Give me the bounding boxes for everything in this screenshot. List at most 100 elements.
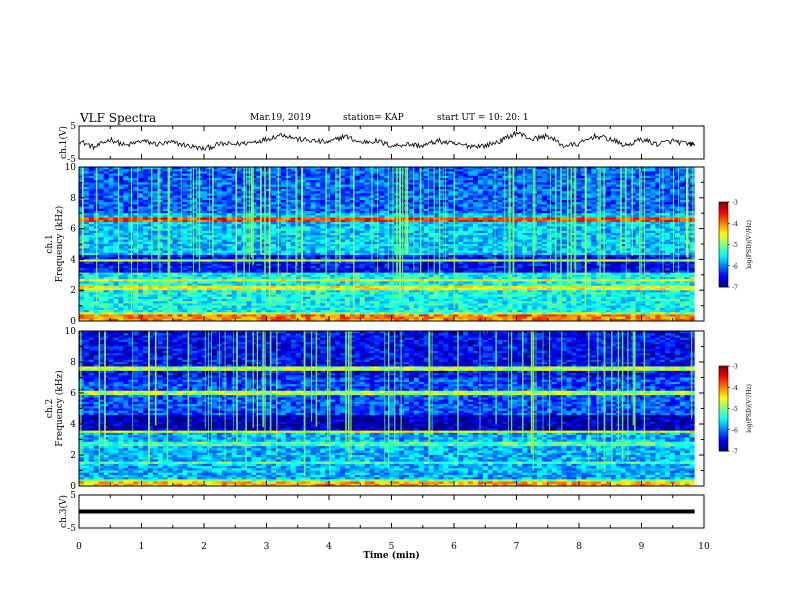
spectrogram-cell: [295, 233, 302, 236]
spectrogram-cell: [320, 195, 326, 199]
spectrogram-cell: [586, 200, 592, 203]
spectrogram-cell: [359, 246, 366, 249]
spectrogram-cell: [335, 217, 341, 221]
spectrogram-cell: [271, 244, 277, 247]
spectrogram-cell: [679, 244, 686, 247]
spectrogram-cell: [280, 228, 287, 232]
spectrogram-cell: [325, 193, 331, 196]
spectrogram-cell: [285, 180, 292, 183]
spectrogram-cell: [448, 215, 454, 218]
spectrogram-cell: [635, 213, 641, 216]
spectrogram-cell: [310, 224, 316, 227]
spectrogram-cell: [374, 193, 380, 196]
spectrogram-cell: [605, 197, 612, 201]
spectrogram-cell: [192, 200, 198, 203]
spectrogram-cell: [167, 237, 173, 240]
spectrogram-cell: [202, 178, 208, 181]
spectrogram-cell: [615, 184, 622, 188]
spectrogram-cell: [408, 250, 415, 254]
spectrogram-cell: [620, 169, 627, 172]
spectrogram-cell: [438, 193, 444, 196]
spectrogram-cell: [256, 204, 262, 207]
spectrogram-cell: [98, 235, 105, 238]
spectrogram-cell: [458, 224, 464, 227]
spectrogram-cell: [374, 237, 380, 240]
spectrogram-cell: [172, 182, 178, 185]
spectrogram-cell: [655, 241, 661, 245]
spectrogram-cell: [207, 197, 213, 201]
spectrogram-cell: [359, 186, 366, 190]
spectrogram-cell: [236, 202, 242, 205]
spectrogram-cell: [477, 182, 484, 185]
spectrogram-cell: [261, 206, 267, 210]
spectrogram-cell: [605, 206, 612, 210]
spectrogram-cell: [374, 226, 380, 229]
spectrogram-cell: [586, 248, 592, 251]
spectrogram-cell: [113, 246, 119, 249]
spectrogram-cell: [202, 173, 208, 177]
spectrogram-cell: [187, 178, 193, 181]
spectrogram-cell: [625, 197, 631, 201]
spectrogram-cell: [670, 186, 676, 190]
spectrogram-cell: [256, 169, 262, 172]
spectrogram-cell: [463, 215, 469, 218]
spectrogram-cell: [103, 182, 109, 185]
spectrogram-cell: [300, 226, 306, 229]
spectrogram-cell: [384, 184, 390, 188]
spectrogram-cell: [527, 208, 533, 212]
spectrogram-cell: [596, 171, 602, 174]
spectrogram-cell: [133, 193, 139, 196]
spectrogram-cell: [379, 219, 385, 223]
spectrogram-cell: [226, 197, 233, 201]
spectrogram-cell: [399, 222, 405, 225]
spectrogram-cell: [635, 224, 641, 227]
spectrogram-cell: [236, 213, 242, 216]
spectrogram-cell: [271, 215, 277, 218]
spectrogram-cell: [650, 235, 656, 238]
spectrogram-cell: [605, 241, 612, 245]
spectrogram-cell: [192, 191, 198, 194]
spectrogram-cell: [167, 213, 173, 216]
spectrogram-cell: [320, 213, 326, 216]
spectrogram-cell: [152, 233, 159, 236]
spectrogram-cell: [344, 195, 351, 199]
spectrogram-cell: [670, 182, 676, 185]
spectrogram-cell: [231, 246, 237, 249]
spectrogram-cell: [537, 233, 543, 236]
spectrogram-cell: [537, 237, 543, 240]
spectrogram-cell: [635, 246, 641, 249]
spectrogram-cell: [438, 215, 444, 218]
spectrogram-cell: [640, 200, 646, 203]
spectrogram-cell: [147, 191, 154, 194]
spectrogram-cell: [640, 250, 646, 254]
spectrogram-cell: [541, 175, 548, 179]
spectrogram-cell: [679, 237, 686, 240]
spectrogram-cell: [320, 180, 326, 183]
spectrogram-cell: [335, 211, 341, 214]
spectrogram-cell: [133, 230, 139, 234]
spectrogram-cell: [379, 184, 385, 188]
spectrogram-cell: [463, 167, 469, 170]
spectrogram-cell: [349, 202, 356, 205]
spectrogram-cell: [645, 182, 651, 185]
spectrogram-cell: [285, 182, 292, 185]
spectrogram-cell: [162, 169, 169, 172]
spectrogram-cell: [344, 169, 351, 172]
spectrogram-cell: [157, 182, 164, 185]
spectrogram-cell: [689, 217, 695, 221]
spectrogram-cell: [655, 239, 661, 243]
spectrogram-cell: [413, 195, 420, 199]
spectrogram-cell: [182, 171, 188, 174]
spectrogram-cell: [576, 171, 582, 174]
spectrogram-cell: [615, 241, 622, 245]
spectrogram-cell: [561, 197, 567, 201]
spectrogram-cell: [354, 191, 361, 194]
spectrogram-cell: [364, 224, 370, 227]
spectrogram-cell: [221, 186, 228, 190]
spectrogram-cell: [413, 252, 420, 256]
spectrogram-cell: [251, 222, 257, 225]
spectrogram-cell: [448, 182, 454, 185]
spectrogram-cell: [335, 239, 341, 243]
spectrogram-cell: [162, 246, 169, 249]
spectrogram-cell: [389, 200, 395, 203]
